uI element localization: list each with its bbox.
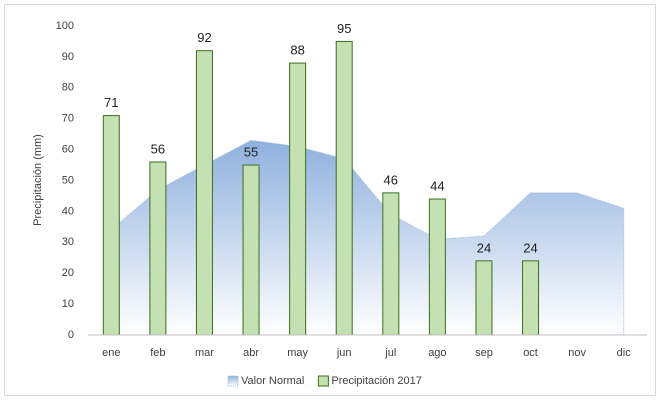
x-tick-label: feb [150,347,165,359]
x-tick-label: jul [384,347,396,359]
x-tick-label: ene [102,347,120,359]
y-tick-label: 100 [56,20,74,32]
data-label: 95 [337,21,351,36]
x-tick-label: ago [428,347,446,359]
y-tick-label: 70 [62,113,74,125]
data-label: 56 [151,141,165,156]
legend-swatch [227,375,239,387]
y-tick-label: 50 [62,174,74,186]
x-tick-label: jun [336,347,352,359]
legend-label: Valor Normal [241,375,304,387]
y-tick-label: 40 [62,205,74,217]
y-tick-label: 30 [62,236,74,248]
bar [382,192,400,336]
bar [289,62,307,336]
data-label: 92 [197,30,211,45]
x-tick-label: may [287,347,308,359]
bar [102,115,120,336]
bar [242,164,260,336]
y-axis-label: Precipitación (mm) [32,134,44,226]
bar [522,260,540,336]
data-label: 24 [477,240,491,255]
data-label: 24 [523,240,537,255]
y-tick-label: 60 [62,144,74,156]
x-tick-label: sep [475,347,493,359]
data-label: 88 [290,43,304,58]
data-label: 46 [384,172,398,187]
x-tick-label: oct [523,347,538,359]
data-label: 44 [430,178,444,193]
area [110,139,625,336]
x-tick-label: nov [568,347,586,359]
y-tick-label: 10 [62,298,74,310]
legend-swatch [317,375,329,387]
bar [335,40,353,336]
y-tick-label: 0 [68,329,74,341]
bar [195,50,213,336]
x-tick-label: abr [243,347,259,359]
bar [428,198,446,336]
legend-label: Precipitación 2017 [331,375,422,387]
x-tick-label: mar [195,347,214,359]
data-label: 55 [244,144,258,159]
y-tick-label: 20 [62,267,74,279]
x-tick-label: dic [617,347,632,359]
data-label: 71 [104,95,118,110]
bar [149,161,167,336]
bar [475,260,493,336]
y-tick-label: 90 [62,51,74,63]
y-tick-label: 80 [62,82,74,94]
